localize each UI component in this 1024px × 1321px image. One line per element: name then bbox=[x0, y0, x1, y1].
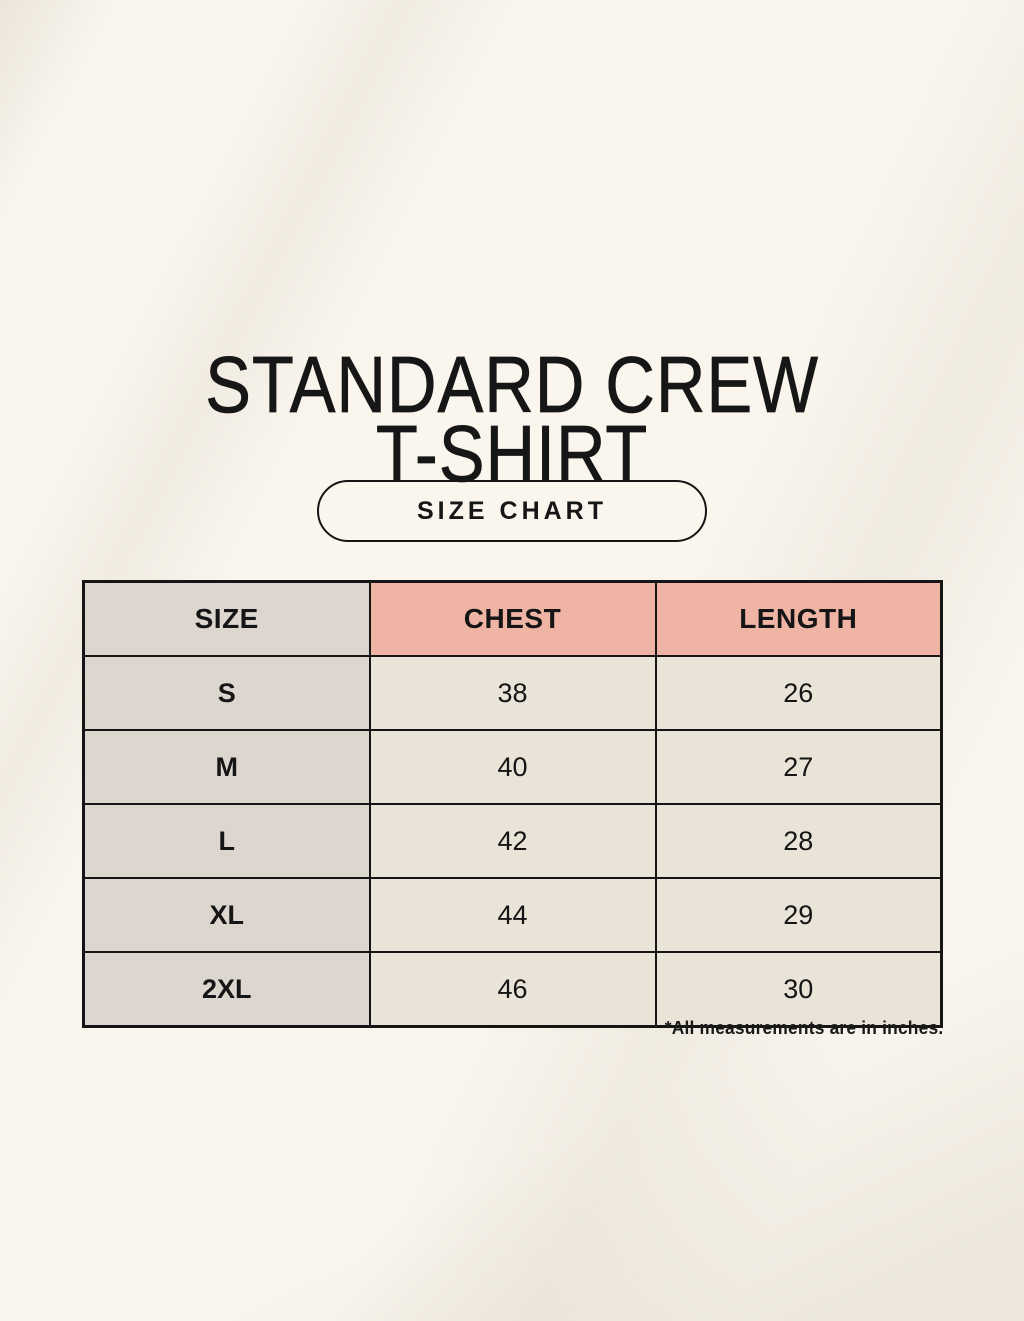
size-cell: M bbox=[82, 729, 371, 805]
table-row: M 40 27 bbox=[82, 729, 943, 805]
chest-cell: 42 bbox=[368, 803, 657, 879]
length-cell: 30 bbox=[654, 951, 943, 1028]
page-title: STANDARD CREW T-SHIRT bbox=[72, 339, 953, 498]
table-header-row: SIZE CHEST LENGTH bbox=[82, 580, 943, 657]
size-table: SIZE CHEST LENGTH S 38 26 M 40 27 L 42 2… bbox=[82, 580, 943, 1028]
length-cell: 29 bbox=[654, 877, 943, 953]
length-cell: 26 bbox=[654, 655, 943, 731]
size-cell: XL bbox=[82, 877, 371, 953]
size-cell: L bbox=[82, 803, 371, 879]
title-line-2: T-SHIRT bbox=[375, 408, 649, 498]
table-row: L 42 28 bbox=[82, 803, 943, 879]
table-row: 2XL 46 30 bbox=[82, 951, 943, 1028]
chest-cell: 46 bbox=[368, 951, 657, 1028]
size-cell: S bbox=[82, 655, 371, 731]
title-line-1: STANDARD CREW bbox=[205, 339, 819, 429]
chest-cell: 38 bbox=[368, 655, 657, 731]
column-header-chest: CHEST bbox=[368, 580, 657, 657]
size-chart-badge[interactable]: SIZE CHART bbox=[317, 480, 707, 542]
table-row: XL 44 29 bbox=[82, 877, 943, 953]
size-cell: 2XL bbox=[82, 951, 371, 1028]
chest-cell: 44 bbox=[368, 877, 657, 953]
length-cell: 28 bbox=[654, 803, 943, 879]
column-header-length: LENGTH bbox=[654, 580, 943, 657]
table-row: S 38 26 bbox=[82, 655, 943, 731]
column-header-size: SIZE bbox=[82, 580, 371, 657]
length-cell: 27 bbox=[654, 729, 943, 805]
chest-cell: 40 bbox=[368, 729, 657, 805]
measurements-note: *All measurements are in inches. bbox=[664, 1017, 943, 1038]
size-chart-badge-label: SIZE CHART bbox=[417, 496, 607, 525]
